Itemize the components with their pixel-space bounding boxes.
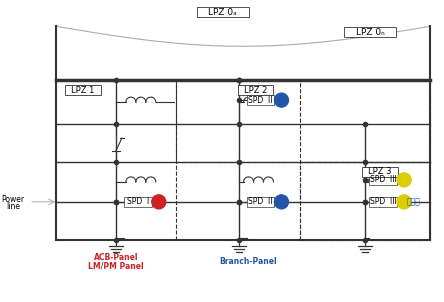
Text: ACB-Panel: ACB-Panel bbox=[94, 253, 138, 262]
Text: SPD  III: SPD III bbox=[370, 175, 396, 185]
Text: LPZ 0ₙ: LPZ 0ₙ bbox=[356, 28, 385, 37]
Text: SPD  II: SPD II bbox=[248, 96, 273, 104]
FancyBboxPatch shape bbox=[65, 85, 101, 95]
Text: Branch-Panel: Branch-Panel bbox=[220, 257, 278, 266]
Text: LPZ 1: LPZ 1 bbox=[71, 86, 95, 95]
Text: SPD  III: SPD III bbox=[370, 198, 396, 206]
Circle shape bbox=[397, 173, 411, 187]
FancyBboxPatch shape bbox=[369, 197, 397, 207]
Text: LM/PM Panel: LM/PM Panel bbox=[88, 261, 144, 270]
FancyBboxPatch shape bbox=[246, 197, 274, 207]
Text: LPZ 3: LPZ 3 bbox=[369, 167, 392, 176]
FancyBboxPatch shape bbox=[197, 7, 249, 18]
Circle shape bbox=[397, 195, 411, 209]
Text: LPZ 0ₐ: LPZ 0ₐ bbox=[208, 8, 237, 17]
FancyBboxPatch shape bbox=[238, 85, 274, 95]
Text: SPD  I: SPD I bbox=[127, 198, 149, 206]
Text: Power: Power bbox=[2, 195, 25, 204]
Circle shape bbox=[152, 195, 166, 209]
FancyBboxPatch shape bbox=[344, 27, 396, 37]
FancyBboxPatch shape bbox=[362, 167, 398, 177]
Circle shape bbox=[274, 195, 289, 209]
FancyBboxPatch shape bbox=[246, 95, 274, 105]
FancyBboxPatch shape bbox=[124, 197, 152, 207]
Text: 콘센트: 콘센트 bbox=[407, 198, 421, 206]
Text: LPZ 2: LPZ 2 bbox=[244, 86, 267, 95]
Text: line: line bbox=[6, 202, 20, 211]
Text: SPD  II: SPD II bbox=[248, 198, 273, 206]
FancyBboxPatch shape bbox=[369, 175, 397, 185]
Circle shape bbox=[274, 93, 289, 107]
